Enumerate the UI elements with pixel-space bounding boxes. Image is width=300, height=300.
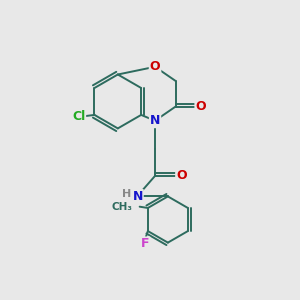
Text: N: N (132, 190, 143, 203)
Text: O: O (176, 169, 187, 182)
Text: F: F (141, 237, 149, 250)
Text: Cl: Cl (72, 110, 85, 123)
Text: O: O (150, 60, 160, 73)
Text: CH₃: CH₃ (112, 202, 133, 212)
Text: N: N (150, 114, 160, 127)
Text: H: H (122, 189, 131, 200)
Text: O: O (195, 100, 206, 113)
